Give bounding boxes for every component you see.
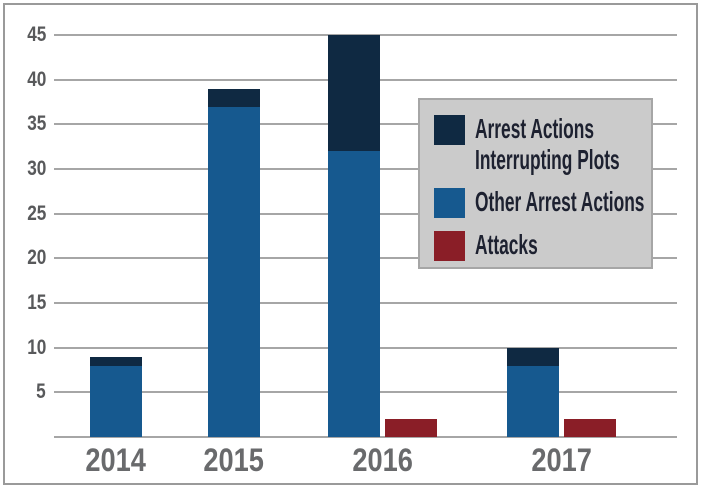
y-axis-tick-label-5: 5 xyxy=(36,380,46,404)
legend-item-attacks: Attacks xyxy=(434,229,651,261)
x-axis-label-2016: 2016 xyxy=(352,442,413,478)
y-axis-tick-label-20: 20 xyxy=(26,246,46,270)
legend-label-other-arrest-actions: Other Arrest Actions xyxy=(475,186,645,217)
x-axis-label-2015: 2015 xyxy=(203,442,265,478)
legend-label-attacks: Attacks xyxy=(475,229,538,260)
bar-2017-arrest-actions-interrupting-plots xyxy=(507,347,559,366)
legend-swatch-other-arrest-actions xyxy=(434,188,465,218)
bar-2014-arrest-actions-interrupting-plots xyxy=(90,356,142,366)
y-axis-tick-label-10: 10 xyxy=(26,335,46,359)
legend-label-arrest-actions-interrupting-plots: Arrest Actions Interrupting Plots xyxy=(475,113,620,175)
y-axis-tick-label-30: 30 xyxy=(26,157,46,181)
chart-legend: Arrest Actions Interrupting Plots Other A… xyxy=(418,98,653,269)
bar-2015-other-arrest-actions xyxy=(208,106,260,437)
x-axis-label-2017: 2017 xyxy=(531,442,592,478)
bar-2016-arrest-actions-interrupting-plots xyxy=(328,35,380,152)
gridline-45 xyxy=(54,34,677,37)
y-axis-tick-label-40: 40 xyxy=(26,67,46,91)
bar-2016-attacks xyxy=(385,419,437,437)
x-axis-line xyxy=(54,436,677,438)
y-axis-tick-label-35: 35 xyxy=(26,112,46,136)
legend-swatch-arrest-actions-interrupting-plots xyxy=(434,115,465,145)
bar-2015-arrest-actions-interrupting-plots xyxy=(208,88,260,107)
legend-swatch-attacks xyxy=(434,231,465,261)
x-axis-label-2014: 2014 xyxy=(85,442,147,478)
y-axis-tick-label-45: 45 xyxy=(26,23,46,47)
bar-2014-other-arrest-actions xyxy=(90,365,142,437)
y-axis-tick-label-25: 25 xyxy=(26,201,46,225)
bar-2017-other-arrest-actions xyxy=(507,365,559,437)
bar-2017-attacks xyxy=(564,419,616,437)
legend-item-other-arrest-actions: Other Arrest Actions xyxy=(434,186,651,218)
y-axis-tick-label-15: 15 xyxy=(26,291,46,315)
bar-2016-other-arrest-actions xyxy=(328,151,380,437)
legend-item-arrest-actions-interrupting-plots: Arrest Actions Interrupting Plots xyxy=(434,113,651,175)
